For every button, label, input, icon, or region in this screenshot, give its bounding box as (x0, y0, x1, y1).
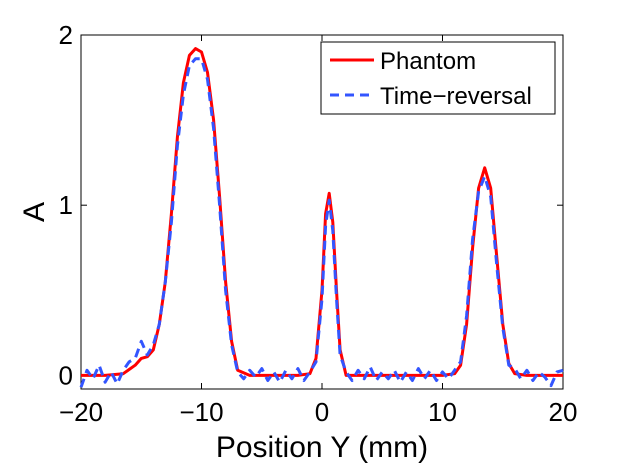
x-tick-label-1: −10 (179, 397, 223, 427)
y-tick-label-1: 1 (59, 190, 73, 220)
legend-label-time-reversal: Time−reversal (380, 83, 532, 110)
x-tick-label-0: −20 (59, 397, 103, 427)
series-line-time-reversal (79, 57, 564, 388)
series-layer (79, 47, 564, 388)
tick-labels: −20 −10 0 10 20 0 1 2 (59, 20, 578, 427)
legend-box (320, 41, 556, 115)
x-tick-label-2: 0 (315, 397, 329, 427)
y-tick-label-0: 0 (59, 360, 73, 390)
x-tick-label-4: 20 (549, 397, 578, 427)
y-tick-label-2: 2 (59, 20, 73, 50)
x-axis-label: Position Y (mm) (216, 431, 428, 464)
x-tick-label-3: 10 (428, 397, 457, 427)
legend-label-phantom: Phantom (380, 48, 476, 75)
legend: Phantom Time−reversal (320, 41, 556, 115)
y-axis-label: A (18, 202, 51, 222)
